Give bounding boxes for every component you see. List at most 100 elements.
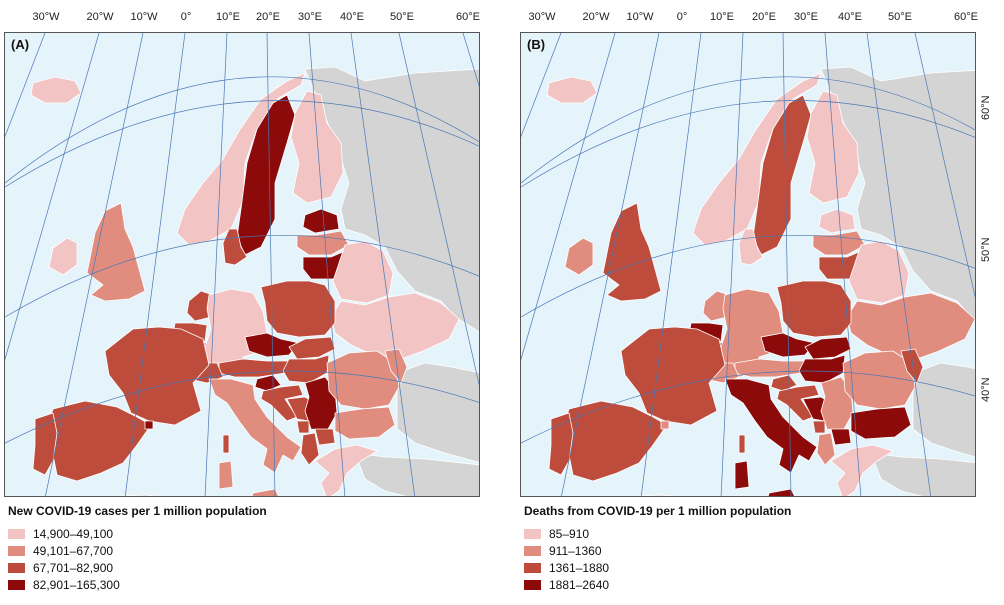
region-slovenia (254, 374, 282, 392)
graticule-meridian (914, 33, 975, 298)
region-hungary (282, 354, 330, 384)
graticule-meridian (521, 33, 562, 138)
map-frame: (A) (4, 32, 480, 497)
legend-swatch (524, 528, 541, 539)
lon-label: 40°E (838, 11, 862, 23)
region-portugal (32, 412, 58, 476)
legend-label: 14,900–49,100 (33, 526, 114, 541)
region-poland (776, 280, 852, 338)
legend-label: 49,101–67,700 (33, 543, 114, 558)
legend-swatch (524, 579, 541, 590)
legend-swatch (8, 562, 25, 573)
lon-label: 0° (180, 11, 192, 23)
region-moldova (384, 348, 408, 384)
region-romania (326, 350, 400, 410)
lon-label: 30°W (528, 11, 556, 23)
region-finland (290, 90, 344, 204)
region-sardinia (734, 460, 750, 490)
region-corsica (738, 434, 746, 454)
legend-label: 911–1360 (549, 543, 602, 558)
lat-label-right: 50°N (980, 237, 992, 262)
graticule-parallel (521, 235, 975, 318)
region-slovenia (770, 374, 798, 392)
region-sicily (767, 488, 795, 496)
graticule-meridian (5, 33, 46, 138)
region-sardinia (218, 460, 234, 490)
region-ireland (564, 237, 594, 276)
lon-label: 30°E (298, 11, 322, 23)
map-frame: (B) (520, 32, 976, 497)
region-norway (692, 72, 822, 246)
region-estonia (302, 208, 340, 234)
region-croatia (260, 384, 304, 422)
graticule-meridian (640, 33, 702, 496)
region-iceland (30, 76, 82, 104)
legend-item: 67,701–82,900 (8, 559, 468, 576)
graticule-parallel (5, 100, 479, 188)
graticule-meridian (398, 33, 479, 386)
lon-label: 30°E (794, 11, 818, 23)
graticule-meridian (824, 33, 862, 496)
graticule-meridian (308, 33, 346, 496)
region-corsica (222, 434, 230, 454)
lon-label: 60°E (954, 11, 978, 23)
lon-label: 10°W (626, 11, 654, 23)
non-covered-land (116, 494, 160, 496)
region-ireland (48, 237, 78, 276)
region-north-macedonia (830, 428, 852, 446)
region-montenegro (812, 420, 826, 434)
region-romania (842, 350, 916, 410)
europe-choropleth-map (5, 33, 479, 496)
region-greece (314, 444, 378, 496)
lon-label: 10°E (216, 11, 240, 23)
region-uk (86, 202, 146, 302)
graticule-meridian (45, 33, 144, 496)
lon-label: 20°E (256, 11, 280, 23)
region-poland (260, 280, 336, 338)
region-finland (806, 90, 860, 204)
legend-title: New COVID-19 cases per 1 million populat… (8, 504, 267, 518)
legend-title: Deaths from COVID-19 per 1 million popul… (524, 504, 792, 518)
region-iceland (546, 76, 598, 104)
lat-label-right: 60°N (980, 95, 992, 120)
legend-label: 1361–1880 (549, 560, 610, 575)
region-sweden (752, 94, 812, 256)
lon-label: 30°W (32, 11, 60, 23)
graticule-meridian (521, 33, 616, 361)
legend-item: 85–910 (524, 525, 984, 542)
legend-label: 1881–2640 (549, 577, 610, 592)
legend-item: 14,900–49,100 (8, 525, 468, 542)
graticule-meridian (720, 33, 744, 496)
legend: Deaths from COVID-19 per 1 million popul… (524, 504, 984, 593)
legend-label: 82,901–165,300 (33, 577, 120, 592)
lon-label: 10°E (710, 11, 734, 23)
graticule-parallel (521, 76, 975, 184)
graticule-meridian (204, 33, 228, 496)
region-ukraine (330, 292, 460, 360)
region-denmark (738, 228, 764, 266)
lon-label: 40°E (340, 11, 364, 23)
lon-label: 60°E (456, 11, 480, 23)
map-panel-b: 30°W 20°W 10°W 0° 10°E 20°E 30°E 40°E 50… (520, 0, 996, 605)
region-bulgaria (850, 406, 912, 440)
region-ukraine (846, 292, 975, 360)
region-north-macedonia (314, 428, 336, 446)
region-bulgaria (334, 406, 396, 440)
graticule-meridian (5, 33, 100, 361)
region-italy (724, 378, 818, 474)
legend-swatch (8, 545, 25, 556)
graticule-meridian (266, 33, 276, 496)
region-france (104, 326, 210, 426)
legend-item: 1881–2640 (524, 576, 984, 593)
graticule-meridian (350, 33, 416, 496)
legend-swatch (524, 545, 541, 556)
non-covered-land (632, 494, 676, 496)
region-norway (176, 72, 306, 246)
region-belarus (332, 240, 394, 304)
lon-label: 50°E (888, 11, 912, 23)
graticule-parallel (521, 100, 975, 188)
region-denmark (222, 228, 248, 266)
region-italy (208, 378, 302, 474)
graticule-parallel (5, 370, 479, 444)
longitude-axis: 30°W 20°W 10°W 0° 10°E 20°E 30°E 40°E 50… (520, 0, 996, 23)
